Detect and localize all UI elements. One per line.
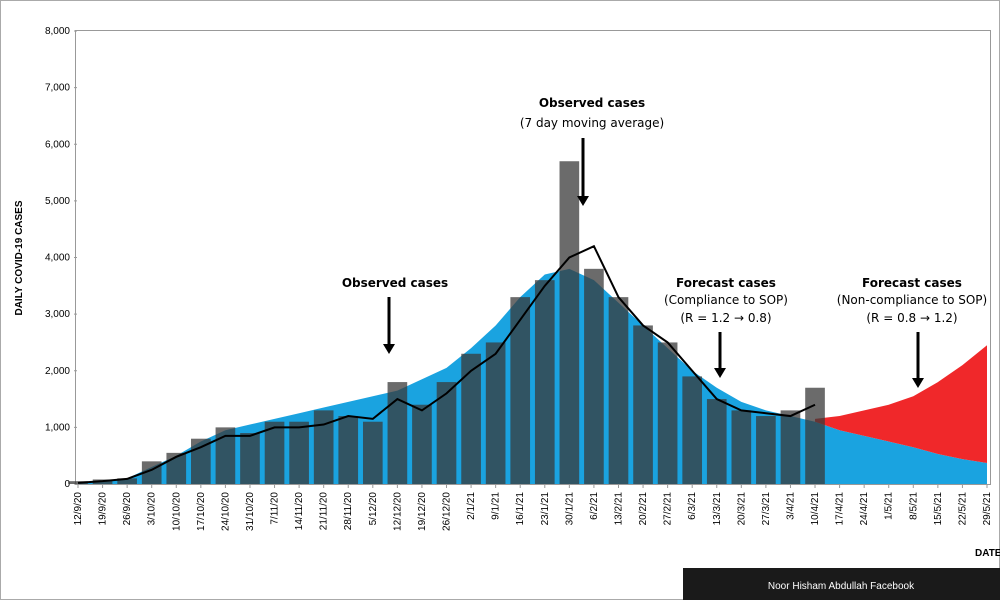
x-tick-label: 5/12/20 xyxy=(368,492,379,526)
x-tick-label: 21/11/20 xyxy=(319,492,330,531)
y-tick-label: 0 xyxy=(64,479,70,490)
x-tick-label: 12/12/20 xyxy=(392,492,403,531)
x-tick-label: 28/11/20 xyxy=(343,492,354,531)
y-tick-label: 7,000 xyxy=(45,83,70,94)
plot: 0 1,000 2,000 3,000 4,000 5,000 6,000 7,000 8,00… xyxy=(45,26,993,531)
bar xyxy=(387,382,408,484)
x-tick-label: 27/2/21 xyxy=(663,492,674,526)
x-tick-label: 29/5/21 xyxy=(982,492,993,526)
x-tick-label: 26/12/20 xyxy=(442,492,453,531)
bar xyxy=(805,387,825,484)
x-tick-label: 3/10/20 xyxy=(147,492,158,526)
bar xyxy=(706,399,727,484)
x-tick-label: 30/1/21 xyxy=(564,492,575,526)
bar xyxy=(289,421,309,484)
x-tick-label: 3/4/21 xyxy=(785,492,796,520)
bar xyxy=(215,427,236,484)
bar xyxy=(313,410,334,484)
bar xyxy=(117,478,137,484)
y-tick-label: 3,000 xyxy=(45,309,70,320)
source-box xyxy=(683,568,1000,600)
bar xyxy=(510,297,531,484)
x-tick-label: 20/3/21 xyxy=(736,492,747,526)
bar xyxy=(240,433,260,484)
bar xyxy=(657,342,678,484)
annotation: (7 day moving average) xyxy=(520,116,664,130)
x-tick-label: 8/5/21 xyxy=(908,492,919,520)
area xyxy=(815,345,987,464)
x-tick-label: 14/11/20 xyxy=(294,492,305,531)
annotation: (R = 1.2 → 0.8) xyxy=(680,311,771,325)
x-tick-label: 23/1/21 xyxy=(540,492,551,526)
bar xyxy=(436,382,457,484)
x-tick-label: 9/1/21 xyxy=(491,492,502,520)
x-tick-label: 17/10/20 xyxy=(196,492,207,531)
line xyxy=(77,244,816,484)
x-tick-label: 26/9/20 xyxy=(122,492,133,526)
y-axis-label: DAILY COVID-19 CASES xyxy=(14,200,25,315)
bar xyxy=(534,280,555,484)
x-tick-label: 10/4/21 xyxy=(810,492,821,526)
y-tick-label: 8,000 xyxy=(45,26,70,37)
bar xyxy=(780,410,801,484)
bar xyxy=(485,342,506,484)
x-tick-label: 13/2/21 xyxy=(613,492,624,526)
arrow-head xyxy=(714,368,726,378)
x-tick-label: 20/2/21 xyxy=(638,492,649,526)
y-tick-label: 2,000 xyxy=(45,366,70,377)
y-tick-label: 5,000 xyxy=(45,196,70,207)
source: Noor Hisham Abdullah Facebook xyxy=(768,581,915,592)
x-tick-label: 6/2/21 xyxy=(589,492,600,520)
x-axis-label: DATE xyxy=(975,548,1000,559)
x-tick-label: 24/4/21 xyxy=(859,492,870,526)
bar xyxy=(584,268,604,484)
x-tick-label: 12/9/20 xyxy=(73,492,84,526)
bar xyxy=(608,297,629,484)
arrow-head xyxy=(912,378,924,388)
x-tick-label: 1/5/21 xyxy=(884,492,895,520)
annotation: Forecast cases xyxy=(862,276,962,290)
annotation: (Compliance to SOP) xyxy=(664,293,788,307)
annotation: Observed cases xyxy=(539,96,645,110)
x-tick-label: 16/1/21 xyxy=(515,492,526,526)
bar xyxy=(756,416,776,484)
x-tick-label: 24/10/20 xyxy=(220,492,231,531)
bar xyxy=(731,410,752,484)
bar xyxy=(461,353,481,484)
bar xyxy=(362,421,383,484)
x-tick-label: 19/12/20 xyxy=(417,492,428,531)
x-tick-label: 7/11/20 xyxy=(270,492,281,525)
x-tick-label: 22/5/21 xyxy=(957,492,968,526)
x-tick-label: 13/3/21 xyxy=(712,492,723,526)
bar xyxy=(412,404,432,484)
y-tick-label: 1,000 xyxy=(45,422,70,433)
x-tick-label: 17/4/21 xyxy=(835,492,846,526)
x-tick-label: 15/5/21 xyxy=(933,492,944,526)
x-tick-label: 2/1/21 xyxy=(466,492,477,520)
annotation: Observed cases xyxy=(342,276,448,290)
x-tick-label: 6/3/21 xyxy=(687,492,698,520)
annotation: (R = 0.8 → 1.2) xyxy=(866,311,957,325)
y-tick-label: 4,000 xyxy=(45,253,70,264)
bar xyxy=(166,452,187,484)
x-tick-label: 10/10/20 xyxy=(171,492,182,531)
bar xyxy=(191,438,211,484)
bar xyxy=(682,376,703,484)
bar xyxy=(559,161,580,485)
bar xyxy=(264,421,285,484)
y-tick-label: 6,000 xyxy=(45,139,70,150)
arrow-head xyxy=(577,196,589,206)
bar xyxy=(633,325,653,484)
x-tick-label: 27/3/21 xyxy=(761,492,772,526)
x-tick-label: 31/10/20 xyxy=(245,492,256,531)
x-tick-label: 19/9/20 xyxy=(98,492,109,526)
bar xyxy=(338,416,359,484)
annotation: Forecast cases xyxy=(676,276,776,290)
arrow-head xyxy=(383,344,395,354)
annotation: (Non-compliance to SOP) xyxy=(837,293,987,307)
